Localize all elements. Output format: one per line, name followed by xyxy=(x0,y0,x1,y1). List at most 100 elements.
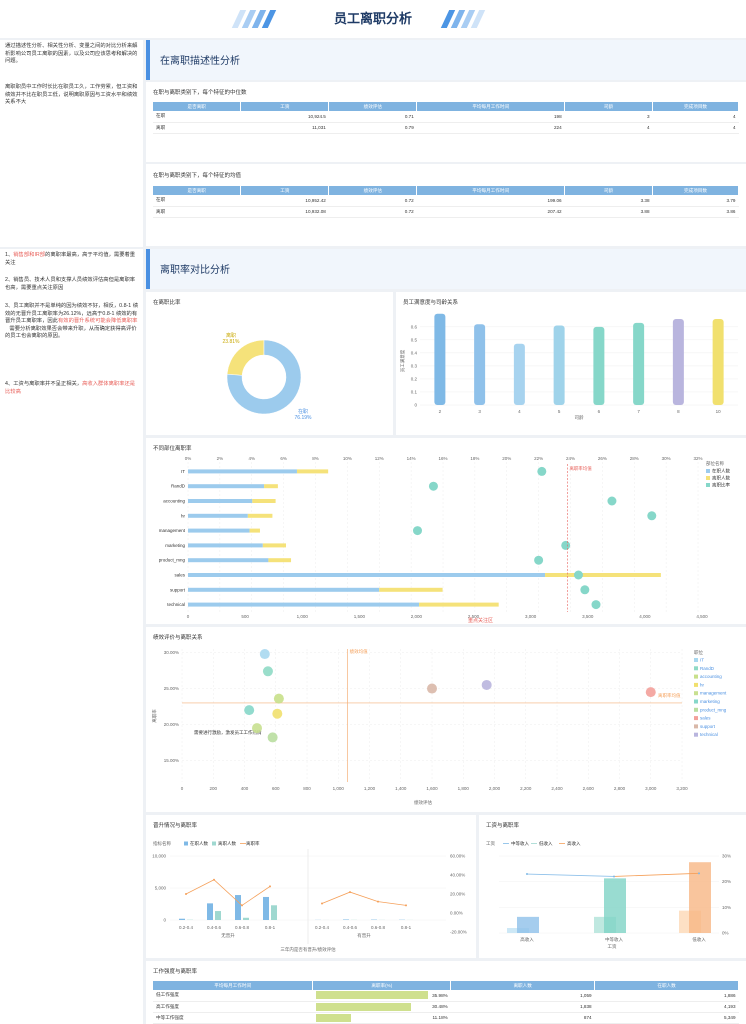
count-tick: 0 xyxy=(187,614,190,619)
legend-swatch xyxy=(694,674,698,679)
table-title: 工作强度与离职率 xyxy=(153,969,198,975)
rate-bar-cell: 30.48% xyxy=(312,1001,451,1013)
stay-bar xyxy=(188,543,263,548)
rate-tick: 28% xyxy=(630,456,639,461)
rate-point xyxy=(185,893,187,895)
column-header[interactable]: 平均每月工作时间 xyxy=(153,981,314,990)
rate-tick: 16% xyxy=(438,456,447,461)
table-cell: 3.38 xyxy=(564,195,653,207)
x-tick: 0.6-0.8 xyxy=(235,925,250,930)
x-tick: 1,000 xyxy=(333,786,345,791)
y-tick: 0.2 xyxy=(411,376,418,381)
legend-swatch xyxy=(694,691,698,696)
rate-line xyxy=(526,873,615,877)
legend-label: 中等收入 xyxy=(511,840,529,847)
x-tick: 2 xyxy=(439,409,442,414)
table-cell: 10,932.08 xyxy=(240,206,329,218)
rate-point xyxy=(377,900,379,903)
perf-chart: 0 200 400 600 800 1,000 1,200 1,400 1,600 1,800 2,… xyxy=(151,648,727,806)
column-header[interactable]: 是否离职 xyxy=(153,102,242,111)
rate-point xyxy=(534,555,544,565)
legend-label: marketing xyxy=(700,699,720,704)
hours-table: 平均每月工作时间 离职率(%) 离职人数 在职人数 低工作强度 35.98% 1,059 1,… xyxy=(153,981,739,1024)
rate-tick: 0% xyxy=(185,456,192,461)
x-tick: 0.4-0.6 xyxy=(343,925,358,930)
perf-point xyxy=(427,683,437,694)
avg-label: 绩效均值 xyxy=(350,648,368,655)
intro-panel: 通过描述性分析、相关性分析、变量之间的对比分析来解析影响公司员工离职的因素，以及… xyxy=(0,40,143,247)
stay-bar xyxy=(188,587,380,592)
column-header[interactable]: 绩效评估 xyxy=(328,186,418,195)
column-header[interactable]: 是否离职 xyxy=(153,186,242,195)
y-tick: 30.00% xyxy=(164,650,179,655)
slice-pct: 76.19% xyxy=(295,415,313,421)
rate-tick: 10% xyxy=(343,456,352,461)
promo-card: 晋升情况与离职率 指标名称 在职人数 离职人数 离职率 10,000 5,000 0 60.0… xyxy=(146,815,476,958)
x-tick: 高收入 xyxy=(520,936,534,943)
perf-point xyxy=(262,666,273,677)
rate-point xyxy=(580,585,590,595)
count-tick: 1,000 xyxy=(297,614,309,619)
legend-label: accounting xyxy=(700,674,722,679)
legend-label: hr xyxy=(700,682,705,687)
rate-label: 30.48% xyxy=(432,1004,448,1009)
x-tick: 0.2-0.4 xyxy=(315,925,330,930)
column-header[interactable]: 工资 xyxy=(240,186,330,195)
dept-label: accounting xyxy=(163,499,185,504)
count-tick: 3,000 xyxy=(525,614,537,619)
legend-title: 指标名称 xyxy=(153,840,171,847)
slice-label: 离职 xyxy=(226,332,236,339)
rate-point xyxy=(537,466,547,476)
finding-2: 2、销售员、技术人员和支撑人员绩效评估高但是离职率也高，需要重点关注原因 xyxy=(5,277,136,291)
r-tick: 0.00% xyxy=(450,911,463,916)
legend-label: 离职人数 xyxy=(712,475,730,482)
column-header[interactable]: 平均每月工作时间 xyxy=(416,186,566,195)
header-bar: 员工离职分析 xyxy=(0,0,746,38)
hours-card: 工作强度与离职率 平均每月工作时间 离职率(%) 离职人数 在职人数低工作强度 35.9… xyxy=(146,961,746,1024)
salary-card: 工资与离职率 工资 中等收入 低收入 高收入 0% 10% 20% 30% 高收入 中等收入 低收入… xyxy=(479,815,746,958)
x-tick: 6 xyxy=(598,409,601,414)
rate-point xyxy=(647,511,657,521)
rate-bar-cell: 35.98% xyxy=(312,990,451,1002)
x-tick: 低收入 xyxy=(692,936,706,943)
table-cell: 离职 xyxy=(153,122,241,134)
chart-title: 工资与离职率 xyxy=(486,823,520,829)
table-row: 离职 11,031 0.79 224 4 4 xyxy=(153,122,739,134)
leave-bar xyxy=(252,499,276,503)
table-row: 离职 10,932.08 0.72 207.42 3.88 3.86 xyxy=(153,206,739,218)
dept-label: support xyxy=(170,587,186,592)
table-cell: 低工作强度 xyxy=(153,990,313,1002)
column-header[interactable]: 在职人数 xyxy=(594,981,739,990)
rate-point xyxy=(428,481,438,491)
slice-pct: 23.81% xyxy=(223,339,241,345)
column-header[interactable]: 离职人数 xyxy=(450,981,596,990)
leave-bar xyxy=(262,543,287,548)
legend-swatch xyxy=(694,666,698,671)
section-header: 离职率对比分析 xyxy=(146,249,746,289)
legend-swatch xyxy=(706,476,710,480)
dept-label: marketing xyxy=(165,543,185,548)
column-header[interactable]: 平均每月工作时间 xyxy=(416,102,566,111)
rate-point xyxy=(213,878,215,881)
column-header[interactable]: 完成项目数 xyxy=(652,186,739,195)
y-axis-label: 离职率 xyxy=(151,709,158,723)
table-cell: 874 xyxy=(450,1012,595,1024)
y-tick: 0 xyxy=(414,403,417,408)
median-table: 是否离职 工资 绩效评估 平均每月工作时间 司龄 完成项目数 在职 10,924.5 0.71 1… xyxy=(153,102,739,134)
column-header[interactable]: 绩效评估 xyxy=(328,102,418,111)
x-tick: 2,400 xyxy=(551,786,563,791)
table-cell: 224 xyxy=(416,122,565,134)
column-header[interactable]: 司龄 xyxy=(564,186,654,195)
rate-tick: 2% xyxy=(217,456,224,461)
legend-label: sales xyxy=(700,716,711,721)
legend-swatch xyxy=(694,724,698,729)
column-header[interactable]: 工资 xyxy=(240,102,330,111)
count-tick: 4,000 xyxy=(639,614,651,619)
column-header[interactable]: 完成项目数 xyxy=(652,102,739,111)
table-cell: 4 xyxy=(652,111,739,123)
column-header[interactable]: 司龄 xyxy=(564,102,654,111)
tenure-bar xyxy=(474,324,486,405)
rate-line xyxy=(613,872,700,877)
column-header[interactable]: 离职率(%) xyxy=(312,981,452,990)
